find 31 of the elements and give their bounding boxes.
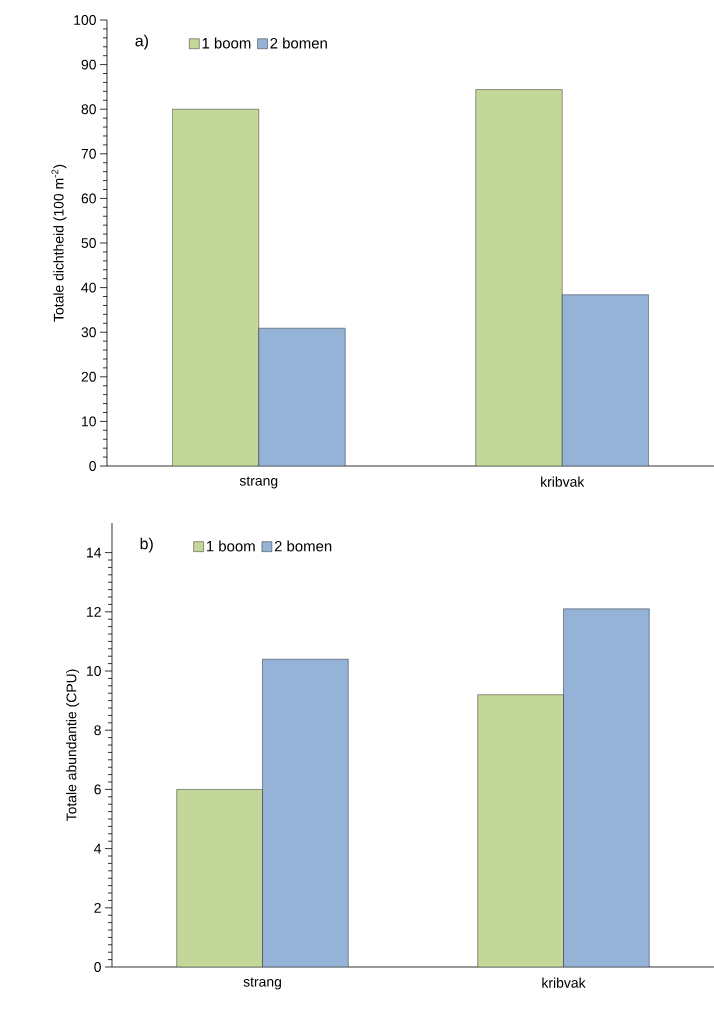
y-tick-label: 80 <box>81 104 96 115</box>
legend-label: 2 bomen <box>270 37 327 49</box>
y-axis-title: Totale abundantie (CPU) <box>65 669 79 822</box>
x-tick-label: kribvak <box>542 977 586 988</box>
y-tick-label: 20 <box>81 371 96 382</box>
annotation: a) <box>135 34 148 50</box>
y-tick-label: 40 <box>81 282 96 293</box>
x-tick-label: strang <box>239 476 278 489</box>
y-tick-label: 70 <box>81 148 96 159</box>
y-tick-label: 60 <box>81 193 96 204</box>
y-tick-label: 0 <box>94 962 101 972</box>
y-tick-label: 12 <box>86 606 101 617</box>
legend-label: 1 boom <box>206 540 255 552</box>
y-tick-label: 2 <box>94 902 101 913</box>
x-tick-label: strang <box>243 977 281 990</box>
y-axis-title: Totale dichtheid (100 m$^{-2}$) <box>51 164 67 322</box>
y-tick-label: 10 <box>86 666 101 676</box>
y-tick-label: 30 <box>81 327 96 338</box>
y-tick-label: 0 <box>89 461 96 471</box>
y-tick-label: 50 <box>81 238 96 248</box>
x-tick-label: kribvak <box>540 476 585 487</box>
annotation: b) <box>140 537 153 553</box>
y-tick-label: 90 <box>81 59 96 70</box>
y-tick-label: 14 <box>86 547 101 558</box>
legend-label: 2 bomen <box>274 540 332 552</box>
y-tick-label: 6 <box>94 784 101 795</box>
legend-label: 1 boom <box>202 37 251 49</box>
y-tick-label: 10 <box>81 416 96 427</box>
y-tick-label: 8 <box>94 725 101 736</box>
y-tick-label: 100 <box>74 15 96 25</box>
y-tick-label: 4 <box>93 843 101 854</box>
